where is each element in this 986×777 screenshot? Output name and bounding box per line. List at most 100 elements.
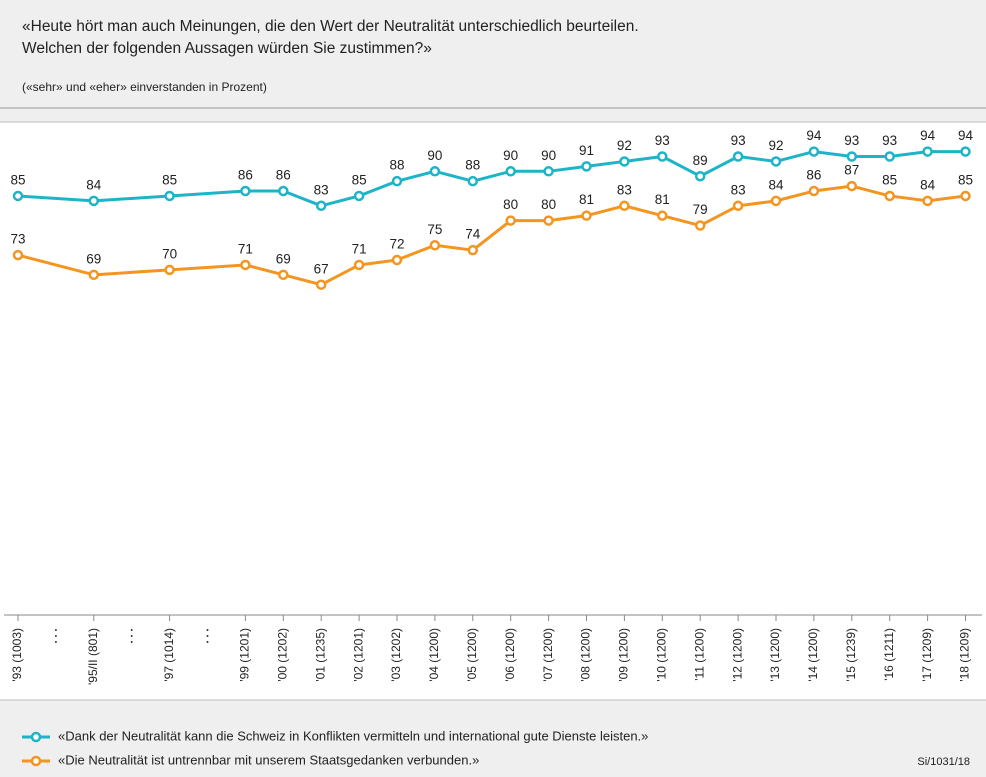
point xyxy=(12,249,24,261)
x-tick-label: '10 (1200) xyxy=(654,628,668,682)
point xyxy=(88,195,100,207)
data-label: 92 xyxy=(768,138,783,153)
data-label: 90 xyxy=(427,148,442,163)
data-label: 74 xyxy=(465,227,481,242)
point xyxy=(846,151,858,162)
axis-gap-dot xyxy=(130,629,133,631)
point xyxy=(278,269,289,281)
axis-gap-dot xyxy=(206,629,209,631)
data-label: 93 xyxy=(731,133,746,148)
data-label: 93 xyxy=(844,133,859,148)
point xyxy=(884,151,895,162)
data-label: 69 xyxy=(86,251,101,266)
point xyxy=(315,200,327,212)
data-label: 81 xyxy=(655,192,670,207)
point xyxy=(657,151,668,162)
point xyxy=(240,185,251,197)
point xyxy=(543,215,554,226)
x-tick-label: '16 (1211) xyxy=(882,628,896,681)
point xyxy=(164,190,175,202)
x-tick-label: '12 (1200) xyxy=(730,628,744,682)
axis-gap-dot xyxy=(54,635,57,637)
data-label: 71 xyxy=(238,242,253,257)
data-label: 83 xyxy=(731,182,746,197)
legend-label: «Dank der Neutralität kann die Schweiz i… xyxy=(58,728,648,743)
data-label: 85 xyxy=(882,173,897,188)
data-label: 88 xyxy=(465,158,480,173)
data-label: 73 xyxy=(10,232,25,247)
chart-subtitle: («sehr» und «eher» einverstanden in Proz… xyxy=(22,80,267,94)
data-label: 94 xyxy=(958,128,974,143)
point xyxy=(353,190,365,202)
axis-gap-dot xyxy=(130,641,133,643)
data-label: 71 xyxy=(352,242,367,257)
legend-label: «Die Neutralität ist untrennbar mit unse… xyxy=(58,752,479,767)
data-label: 75 xyxy=(427,222,442,237)
point xyxy=(619,156,630,167)
x-tick-label: '08 (1200) xyxy=(579,628,593,682)
data-label: 81 xyxy=(579,192,594,207)
point xyxy=(391,254,403,266)
data-label: 84 xyxy=(86,177,102,192)
data-label: 70 xyxy=(162,246,177,261)
x-tick-label: '99 (1201) xyxy=(238,628,252,682)
x-tick-label: '95/II (801) xyxy=(86,628,100,685)
point xyxy=(619,200,630,212)
data-label: 93 xyxy=(655,133,670,148)
point xyxy=(467,175,479,187)
point xyxy=(315,279,327,290)
x-tick-label: '04 (1200) xyxy=(427,628,441,682)
data-label: 85 xyxy=(162,173,177,188)
point xyxy=(543,166,554,177)
axis-gap-dot xyxy=(206,635,209,637)
plot-background xyxy=(0,122,986,700)
point xyxy=(240,259,251,271)
data-label: 92 xyxy=(617,138,632,153)
point xyxy=(278,185,289,197)
x-tick-label: '11 (1200) xyxy=(692,628,706,681)
x-tick-label: '93 (1003) xyxy=(10,628,24,682)
data-label: 94 xyxy=(920,128,936,143)
data-label: 69 xyxy=(276,251,291,266)
axis-gap-dot xyxy=(206,641,209,643)
x-tick-label: '07 (1200) xyxy=(541,628,555,682)
source: Si/1031/18 xyxy=(917,756,970,768)
point xyxy=(581,161,592,172)
point xyxy=(694,170,706,182)
legend-swatch xyxy=(30,755,42,767)
chart-title: «Heute hört man auch Meinungen, die den … xyxy=(22,18,639,35)
point xyxy=(88,269,100,281)
x-tick-label: '00 (1202) xyxy=(275,628,289,682)
data-label: 84 xyxy=(920,177,936,192)
x-tick-label: '03 (1202) xyxy=(389,628,403,682)
data-label: 72 xyxy=(389,237,404,252)
point xyxy=(353,259,365,271)
data-label: 85 xyxy=(352,173,367,188)
point xyxy=(884,190,895,202)
point xyxy=(505,215,516,226)
point xyxy=(770,195,782,207)
point xyxy=(581,210,592,221)
x-tick-label: '13 (1200) xyxy=(768,628,782,682)
data-label: 89 xyxy=(693,153,708,168)
data-label: 87 xyxy=(844,163,859,178)
data-label: 86 xyxy=(276,168,291,183)
axis-gap-dot xyxy=(130,635,133,637)
point xyxy=(960,146,971,157)
x-tick-label: '15 (1239) xyxy=(844,628,858,682)
data-label: 79 xyxy=(693,202,708,217)
data-label: 86 xyxy=(806,168,821,183)
point xyxy=(694,220,706,231)
point xyxy=(12,190,24,202)
x-tick-label: '02 (1201) xyxy=(351,628,365,682)
x-tick-label: '05 (1200) xyxy=(465,628,479,682)
point xyxy=(922,146,933,157)
point xyxy=(732,200,744,212)
x-tick-label: '09 (1200) xyxy=(617,628,631,682)
data-label: 90 xyxy=(541,148,556,163)
x-tick-label: '06 (1200) xyxy=(503,628,517,682)
data-label: 83 xyxy=(314,182,329,197)
data-label: 84 xyxy=(768,177,784,192)
data-label: 91 xyxy=(579,143,594,158)
data-label: 67 xyxy=(314,261,329,276)
